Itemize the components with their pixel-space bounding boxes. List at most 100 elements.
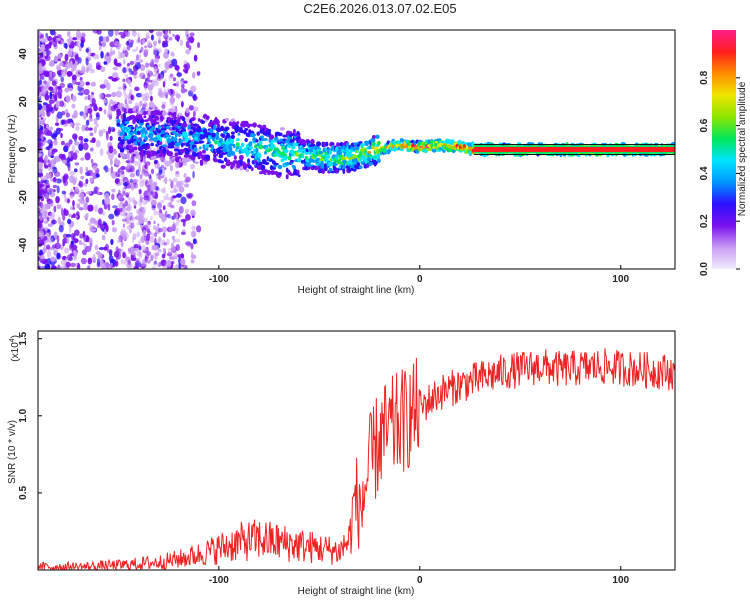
noise-speckle	[38, 85, 42, 93]
noise-speckle	[139, 211, 145, 218]
noise-speckle	[133, 205, 137, 209]
noise-speckle	[178, 262, 182, 269]
noise-speckle	[68, 44, 75, 49]
ridge-mark	[158, 141, 163, 145]
noise-speckle	[64, 142, 71, 148]
noise-speckle	[121, 106, 125, 112]
noise-speckle	[173, 265, 179, 269]
noise-speckle	[135, 54, 140, 61]
noise-speckle	[176, 218, 181, 224]
noise-speckle	[125, 74, 129, 78]
noise-speckle	[70, 232, 74, 241]
ridge-mark	[259, 171, 263, 175]
noise-speckle	[168, 36, 173, 41]
noise-speckle	[191, 200, 197, 207]
ridge-mark	[302, 140, 306, 145]
noise-speckle	[136, 210, 141, 214]
noise-speckle	[94, 204, 99, 213]
noise-speckle	[151, 246, 155, 250]
noise-speckle	[148, 173, 151, 179]
noise-speckle	[45, 32, 49, 38]
noise-speckle	[161, 175, 165, 179]
noise-speckle	[108, 265, 112, 269]
noise-speckle	[38, 165, 43, 174]
noise-speckle	[69, 253, 74, 257]
noise-speckle	[90, 147, 94, 152]
noise-speckle	[74, 162, 80, 166]
ridge-mark	[172, 137, 178, 142]
ridge-mark	[137, 126, 143, 129]
noise-speckle	[46, 258, 52, 265]
noise-speckle	[160, 156, 163, 161]
noise-speckle	[46, 80, 51, 85]
noise-speckle	[57, 92, 62, 99]
ridge-mark	[148, 132, 154, 138]
ridge-mark	[166, 134, 172, 138]
noise-speckle	[121, 203, 126, 209]
noise-speckle	[192, 72, 196, 79]
noise-speckle	[80, 157, 85, 161]
ridge-mark	[121, 132, 125, 136]
noise-speckle	[84, 105, 88, 113]
noise-speckle	[108, 145, 114, 154]
ridge-mark	[190, 122, 194, 127]
noise-speckle	[87, 257, 93, 265]
noise-speckle	[141, 103, 147, 110]
noise-speckle	[131, 172, 134, 176]
ridge-mark	[161, 144, 167, 147]
noise-speckle	[185, 40, 190, 49]
ridge-mark	[452, 149, 455, 154]
noise-speckle	[173, 77, 176, 82]
noise-speckle	[54, 95, 57, 101]
noise-speckle	[61, 190, 67, 195]
ridge-mark	[174, 132, 178, 138]
ridge-mark	[197, 118, 201, 122]
noise-speckle	[111, 188, 116, 193]
snr-series-line	[38, 348, 675, 570]
noise-speckle	[46, 250, 52, 258]
ridge-mark	[210, 145, 215, 150]
ridge-mark	[331, 170, 335, 174]
ridge-mark	[117, 110, 122, 116]
noise-speckle	[138, 194, 144, 199]
noise-speckle	[180, 231, 186, 236]
spectrogram-y-tick-label: 40	[18, 48, 29, 60]
noise-speckle	[143, 217, 148, 223]
ridge-mark	[256, 131, 261, 136]
noise-speckle	[122, 207, 128, 212]
noise-speckle	[59, 62, 64, 67]
ridge-mark	[258, 140, 263, 145]
ridge-mark	[235, 138, 240, 142]
ridge-mark	[244, 149, 251, 156]
noise-speckle	[158, 39, 161, 45]
noise-speckle	[148, 90, 153, 96]
ridge-mark	[273, 162, 279, 166]
ridge-mark	[413, 140, 417, 146]
noise-speckle	[85, 57, 89, 66]
ridge-mark	[140, 118, 145, 123]
ridge-mark	[440, 140, 446, 144]
noise-speckle	[137, 160, 142, 167]
ridge-mark	[216, 123, 221, 128]
ridge-mark	[180, 143, 184, 148]
noise-speckle	[149, 30, 154, 34]
noise-speckle	[58, 40, 61, 45]
ridge-mark	[202, 128, 208, 134]
noise-speckle	[60, 207, 64, 216]
ridge-mark	[307, 165, 311, 171]
noise-speckle	[47, 191, 52, 195]
ridge-mark	[238, 154, 244, 161]
noise-speckle	[134, 86, 140, 92]
noise-speckle	[158, 208, 162, 213]
ridge-mark	[171, 126, 176, 131]
noise-speckle	[69, 60, 73, 68]
ridge-mark	[205, 154, 211, 160]
noise-speckle	[171, 246, 176, 252]
ridge-mark	[262, 124, 267, 129]
noise-speckle	[101, 234, 106, 241]
noise-speckle	[176, 181, 182, 189]
noise-speckle	[100, 262, 106, 269]
ridge-mark	[342, 168, 346, 175]
noise-speckle	[38, 103, 43, 111]
noise-speckle	[78, 181, 84, 188]
